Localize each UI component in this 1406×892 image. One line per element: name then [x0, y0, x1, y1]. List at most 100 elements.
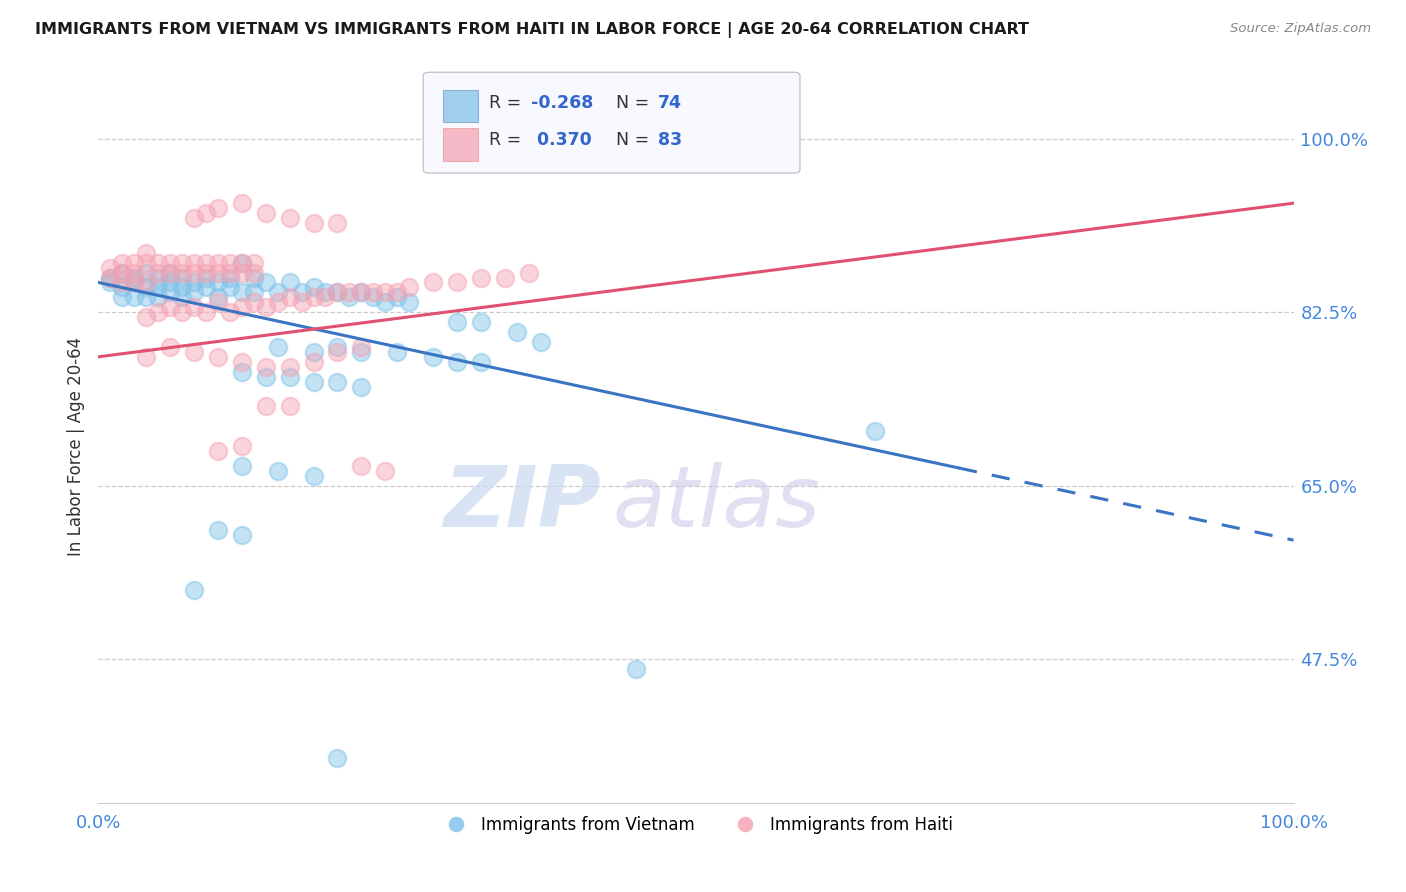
Point	[243, 285, 266, 300]
Point	[98, 270, 122, 285]
Point	[183, 276, 205, 290]
Point	[231, 255, 253, 269]
Point	[254, 369, 277, 384]
Point	[135, 280, 157, 294]
Point	[231, 266, 253, 280]
Point	[326, 340, 349, 354]
Point	[231, 355, 253, 369]
Point	[254, 359, 277, 374]
Point	[494, 270, 516, 285]
Text: IMMIGRANTS FROM VIETNAM VS IMMIGRANTS FROM HAITI IN LABOR FORCE | AGE 20-64 CORR: IMMIGRANTS FROM VIETNAM VS IMMIGRANTS FR…	[35, 22, 1029, 38]
Point	[446, 315, 468, 329]
Point	[278, 276, 301, 290]
Point	[183, 582, 205, 597]
Point	[398, 295, 420, 310]
Point	[111, 255, 134, 269]
Point	[278, 369, 301, 384]
Point	[111, 280, 134, 294]
Point	[506, 325, 529, 339]
Point	[183, 266, 205, 280]
Point	[183, 344, 205, 359]
Point	[195, 305, 218, 319]
Point	[385, 344, 409, 359]
Point	[267, 464, 290, 478]
Point	[291, 295, 314, 310]
Point	[98, 276, 122, 290]
Point	[111, 290, 134, 304]
Point	[326, 285, 349, 300]
Point	[219, 266, 242, 280]
Point	[302, 290, 325, 304]
Point	[267, 285, 290, 300]
Point	[219, 305, 242, 319]
Point	[183, 285, 205, 300]
Text: 0.370: 0.370	[531, 131, 592, 149]
Point	[374, 295, 396, 310]
Point	[254, 206, 277, 220]
Point	[291, 285, 314, 300]
Point	[148, 270, 170, 285]
Point	[172, 255, 194, 269]
Point	[302, 216, 325, 230]
Point	[231, 365, 253, 379]
Point	[207, 201, 229, 215]
Point	[98, 270, 122, 285]
Point	[124, 266, 146, 280]
Point	[385, 285, 409, 300]
Point	[374, 285, 396, 300]
Point	[530, 334, 553, 349]
Text: 83: 83	[658, 131, 682, 149]
Point	[446, 355, 468, 369]
Point	[124, 255, 146, 269]
Point	[243, 255, 266, 269]
Point	[207, 523, 229, 537]
Point	[135, 310, 157, 325]
Point	[124, 290, 146, 304]
Point	[315, 290, 337, 304]
Point	[135, 350, 157, 364]
Point	[350, 344, 373, 359]
Point	[326, 344, 349, 359]
Point	[385, 290, 409, 304]
Point	[350, 285, 373, 300]
Point	[302, 280, 325, 294]
Point	[231, 528, 253, 542]
Point	[207, 295, 229, 310]
Point	[865, 424, 887, 438]
Point	[207, 266, 229, 280]
Point	[315, 285, 337, 300]
Point	[159, 300, 181, 314]
Point	[254, 400, 277, 414]
Text: N =: N =	[616, 94, 655, 112]
Point	[159, 255, 181, 269]
Point	[243, 295, 266, 310]
Point	[363, 285, 385, 300]
Legend: Immigrants from Vietnam, Immigrants from Haiti: Immigrants from Vietnam, Immigrants from…	[433, 810, 959, 841]
Point	[172, 266, 194, 280]
Point	[363, 290, 385, 304]
Text: Source: ZipAtlas.com: Source: ZipAtlas.com	[1230, 22, 1371, 36]
Point	[135, 266, 157, 280]
Point	[111, 266, 134, 280]
Point	[231, 255, 253, 269]
Point	[195, 266, 218, 280]
Point	[267, 295, 290, 310]
Point	[195, 255, 218, 269]
Point	[339, 285, 361, 300]
Point	[159, 340, 181, 354]
Text: 74: 74	[658, 94, 682, 112]
Point	[135, 276, 157, 290]
Point	[135, 255, 157, 269]
Point	[231, 300, 253, 314]
Point	[135, 290, 157, 304]
Point	[148, 266, 170, 280]
Point	[231, 285, 253, 300]
Text: R =: R =	[489, 94, 527, 112]
Point	[183, 300, 205, 314]
Point	[207, 350, 229, 364]
Point	[350, 458, 373, 473]
Point	[278, 290, 301, 304]
Point	[207, 290, 229, 304]
Point	[124, 276, 146, 290]
Point	[302, 468, 325, 483]
